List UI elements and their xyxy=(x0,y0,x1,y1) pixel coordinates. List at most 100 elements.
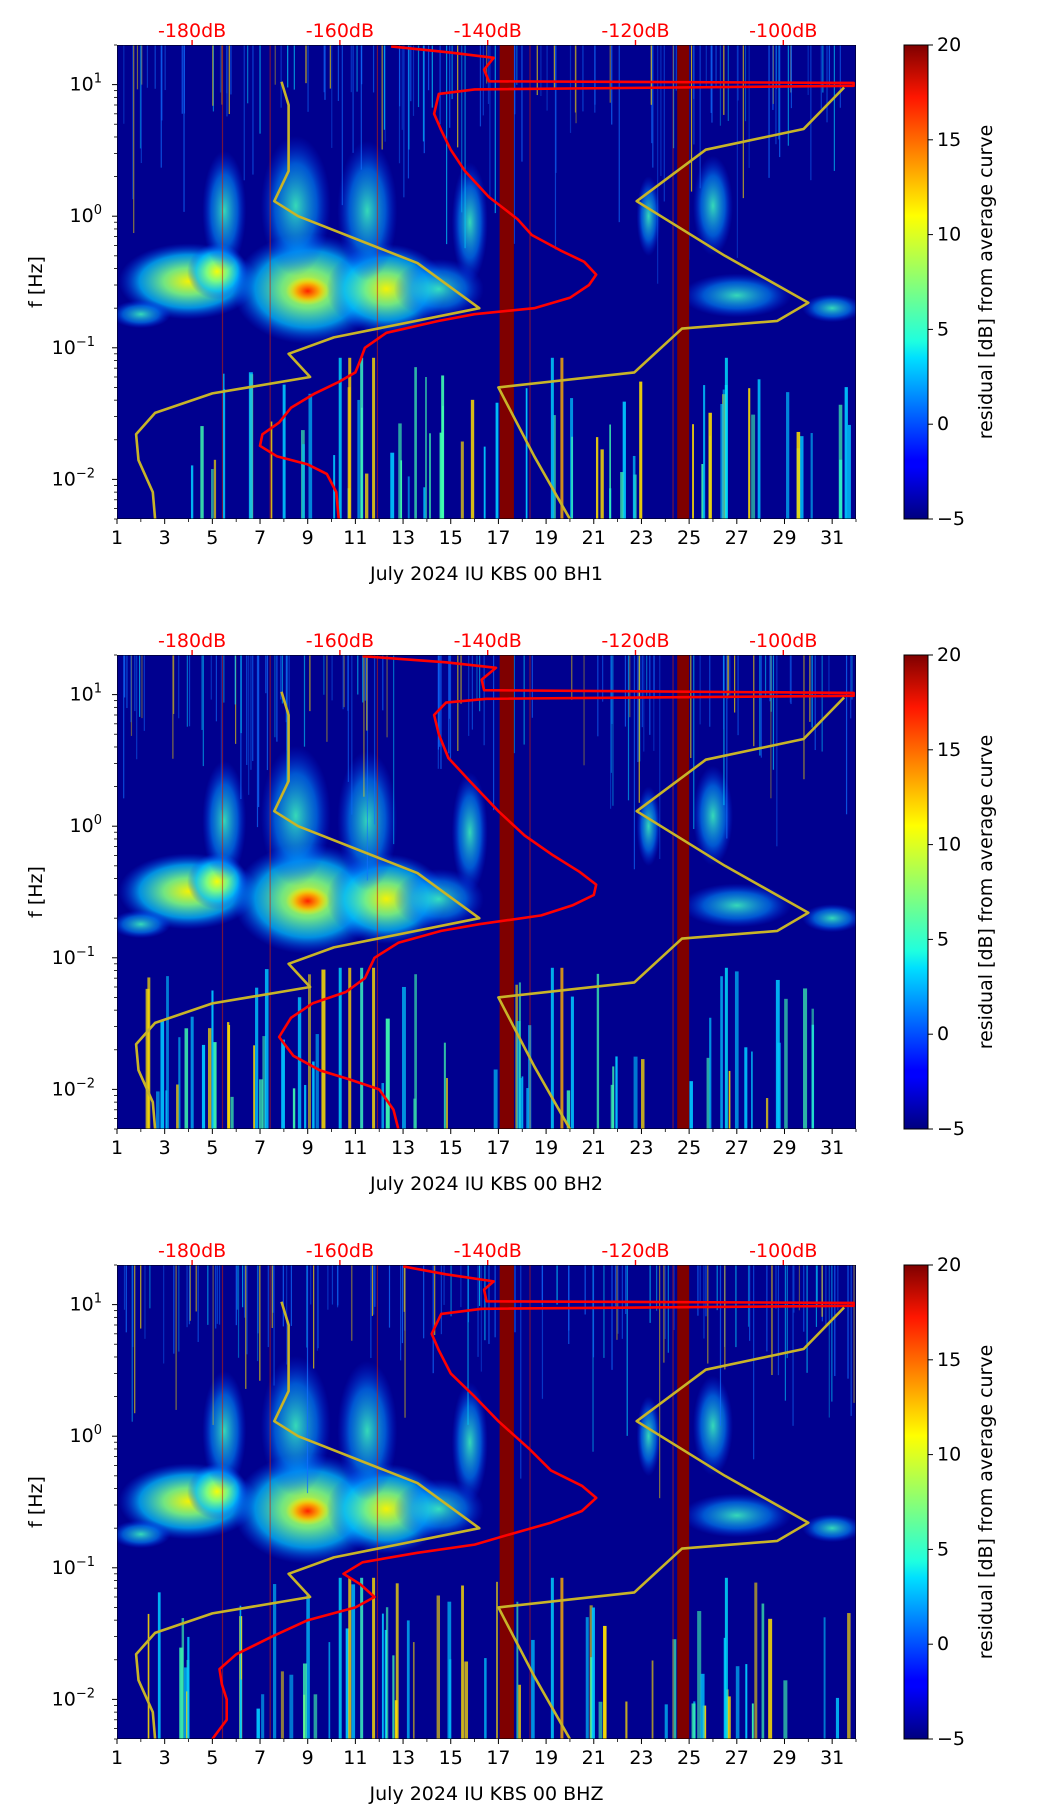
speckle-line xyxy=(210,655,212,700)
speckle-line xyxy=(734,655,736,713)
speckle-line xyxy=(244,1265,246,1318)
speckle-line xyxy=(246,655,248,765)
speckle-line xyxy=(450,1265,452,1317)
speckle-line xyxy=(699,655,701,725)
microseism-blob xyxy=(681,1493,792,1538)
glitch-stripe xyxy=(571,436,573,519)
glitch-stripe xyxy=(706,1057,710,1129)
speckle-line xyxy=(323,655,325,695)
speckle-line xyxy=(440,655,442,769)
speckle-line xyxy=(360,45,362,170)
speckle-line xyxy=(715,45,717,87)
speckle-line xyxy=(350,45,352,93)
glitch-stripe xyxy=(610,1084,614,1129)
x-tick-label: 1 xyxy=(111,527,123,549)
microseism-blob xyxy=(802,294,856,323)
event-line xyxy=(672,655,674,1129)
glitch-stripe xyxy=(464,1661,469,1739)
speckle-line xyxy=(484,1265,486,1341)
speckle-line xyxy=(293,45,295,90)
glitch-stripe xyxy=(253,1045,255,1129)
data-gap xyxy=(677,45,690,519)
glitch-stripe xyxy=(313,1694,318,1739)
speckle-line xyxy=(726,655,728,839)
glitch-stripe xyxy=(442,405,444,519)
microseism-blob xyxy=(692,155,733,256)
speckle-line xyxy=(776,655,778,847)
speckle-line xyxy=(851,655,853,700)
glitch-stripe xyxy=(553,415,556,519)
low_noise_model-curve xyxy=(134,1301,481,1739)
glitch-stripe xyxy=(262,1036,267,1129)
x-tick-label: 29 xyxy=(772,1747,796,1769)
speckle-line xyxy=(479,45,482,127)
speckle-line xyxy=(584,1265,586,1315)
speckle-line xyxy=(699,1265,701,1304)
glitch-stripe xyxy=(847,424,851,519)
speckle-line xyxy=(839,45,841,108)
microseism-blob xyxy=(636,786,661,867)
event-line xyxy=(269,655,271,1129)
speckle-line xyxy=(850,1265,852,1416)
microseism-blob xyxy=(692,1375,733,1476)
db-tick-label: -100dB xyxy=(749,1240,817,1262)
speckle-line xyxy=(650,45,652,105)
avg_psd-curve xyxy=(277,655,855,1129)
speckle-line xyxy=(236,1265,238,1310)
speckle-line xyxy=(772,45,774,110)
high_noise_model-curve xyxy=(497,86,846,519)
glitch-stripe xyxy=(372,357,376,519)
speckle-line xyxy=(627,655,630,801)
colorbar-tick-label: 20 xyxy=(937,34,961,56)
glitch-stripe xyxy=(519,1078,522,1129)
glitch-stripe xyxy=(585,1617,589,1739)
db-tick-label: -120dB xyxy=(601,1240,669,1262)
glitch-stripe xyxy=(735,1666,740,1739)
speckle-line xyxy=(329,45,331,89)
glitch-stripe xyxy=(228,1025,231,1129)
glitch-stripe xyxy=(709,1017,712,1129)
speckle-line xyxy=(690,655,692,758)
speckle-line xyxy=(821,1265,823,1317)
y-axis: 10−2 10−1 100 101 xyxy=(52,654,117,1130)
speckle-line xyxy=(449,45,451,128)
speckle-line xyxy=(667,1265,669,1353)
speckle-line xyxy=(806,1265,808,1373)
speckle-line xyxy=(803,1265,805,1332)
glitch-stripe xyxy=(461,1585,464,1739)
x-tick-label: 21 xyxy=(582,1137,606,1159)
colorbar-tick-label: −5 xyxy=(937,1728,965,1750)
db-tick-label: -100dB xyxy=(749,20,817,42)
glitch-stripe xyxy=(302,1663,307,1739)
speckle-line xyxy=(705,1265,707,1317)
speckle-line xyxy=(660,45,662,176)
speckle-line xyxy=(125,1265,127,1333)
speckle-line xyxy=(290,1265,292,1326)
glitch-stripe xyxy=(765,1098,769,1129)
speckle-line xyxy=(468,655,470,736)
speckle-line xyxy=(281,655,284,704)
speckle-line xyxy=(195,1265,197,1312)
speckle-line xyxy=(583,655,585,766)
speckle-line xyxy=(460,1265,462,1308)
colorbar-tick-label: 20 xyxy=(937,644,961,666)
y-axis-label: f [Hz] xyxy=(25,866,47,918)
speckle-line xyxy=(514,1265,516,1333)
speckle-line xyxy=(784,1265,786,1401)
glitch-stripe xyxy=(838,404,843,519)
db-tick-label: -180dB xyxy=(158,20,226,42)
colorbar-tick-label: 5 xyxy=(937,318,949,340)
glitch-stripe xyxy=(255,987,259,1129)
glitch-stripe xyxy=(521,1076,524,1129)
glitch-stripe xyxy=(258,1079,264,1129)
x-tick-label: 13 xyxy=(391,1137,415,1159)
x-tick-label: 11 xyxy=(343,1747,367,1769)
speckle-line xyxy=(141,655,143,719)
glitch-stripe xyxy=(292,1088,296,1129)
x-tick-label: 5 xyxy=(206,1747,218,1769)
x-tick-label: 17 xyxy=(486,527,510,549)
speckle-line xyxy=(487,45,490,104)
speckle-line xyxy=(699,45,701,189)
speckle-line xyxy=(611,1265,613,1370)
speckle-line xyxy=(770,655,772,712)
